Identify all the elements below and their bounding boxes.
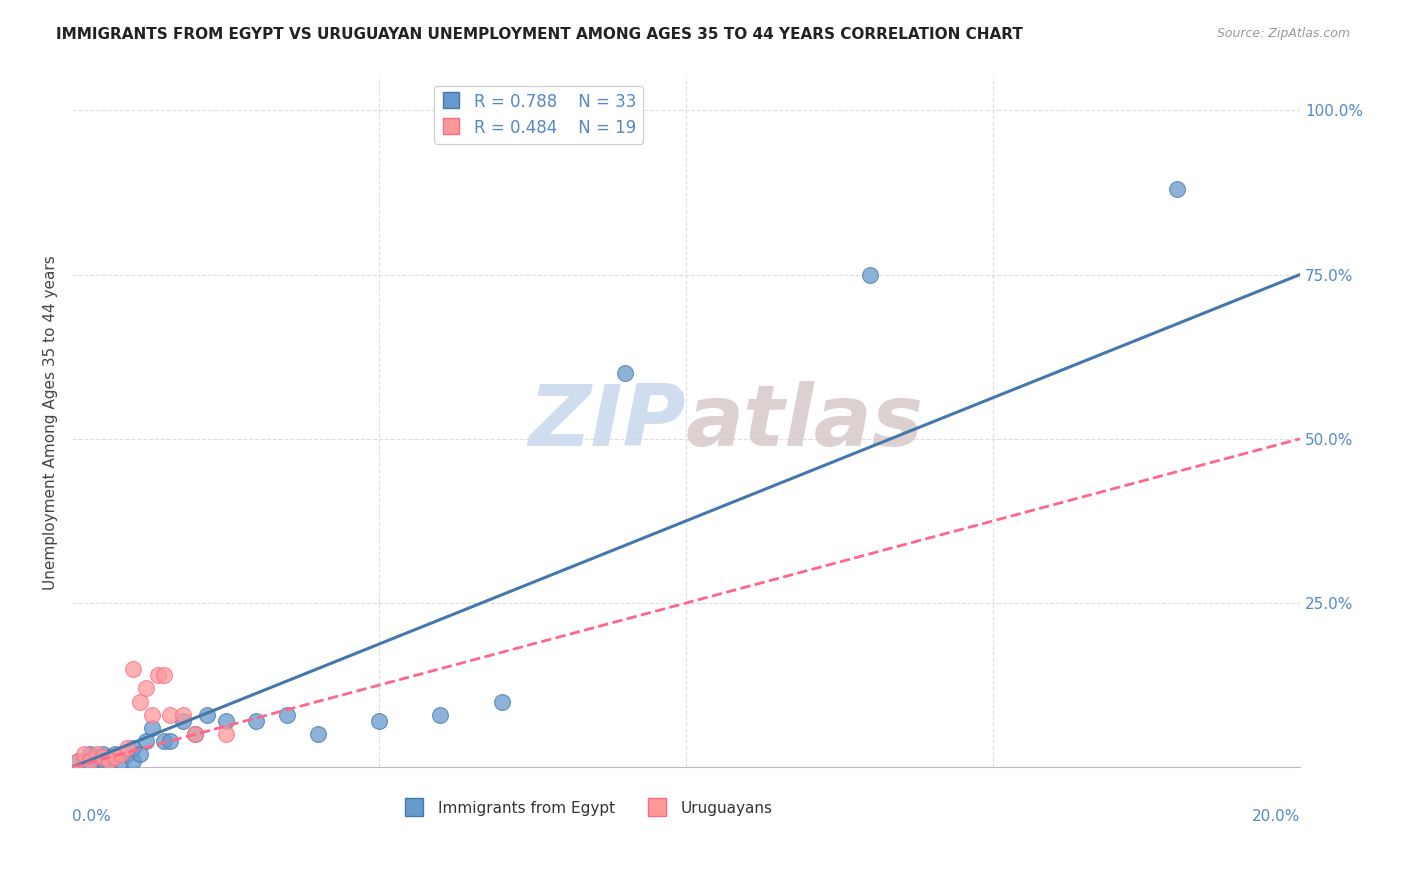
Point	[128, 747, 150, 761]
Point	[79, 754, 101, 768]
Point	[214, 727, 236, 741]
Point	[117, 740, 139, 755]
Point	[122, 662, 145, 676]
Point	[104, 747, 127, 761]
Point	[172, 707, 194, 722]
Point	[245, 714, 267, 729]
Point	[86, 750, 108, 764]
Point	[135, 681, 157, 696]
Point	[110, 747, 132, 761]
Point	[117, 747, 139, 761]
Point	[153, 668, 176, 682]
Point	[104, 750, 127, 764]
Point	[73, 747, 96, 761]
Text: atlas: atlas	[686, 381, 924, 464]
Point	[97, 754, 120, 768]
Point	[86, 747, 108, 761]
Point	[153, 734, 176, 748]
Text: ZIP: ZIP	[529, 381, 686, 464]
Point	[859, 268, 882, 282]
Point	[195, 707, 218, 722]
Point	[67, 754, 90, 768]
Text: IMMIGRANTS FROM EGYPT VS URUGUAYAN UNEMPLOYMENT AMONG AGES 35 TO 44 YEARS CORREL: IMMIGRANTS FROM EGYPT VS URUGUAYAN UNEMP…	[56, 27, 1024, 42]
Text: 0.0%: 0.0%	[72, 809, 111, 823]
Point	[159, 734, 181, 748]
Point	[368, 714, 391, 729]
Point	[97, 754, 120, 768]
Y-axis label: Unemployment Among Ages 35 to 44 years: Unemployment Among Ages 35 to 44 years	[44, 255, 58, 590]
Point	[128, 695, 150, 709]
Point	[122, 754, 145, 768]
Point	[110, 754, 132, 768]
Point	[429, 707, 451, 722]
Point	[172, 714, 194, 729]
Legend: Immigrants from Egypt, Uruguayans: Immigrants from Egypt, Uruguayans	[396, 795, 779, 822]
Point	[122, 740, 145, 755]
Point	[146, 668, 169, 682]
Text: 20.0%: 20.0%	[1251, 809, 1301, 823]
Point	[613, 366, 636, 380]
Point	[97, 750, 120, 764]
Point	[73, 754, 96, 768]
Point	[91, 747, 114, 761]
Point	[91, 754, 114, 768]
Point	[135, 734, 157, 748]
Point	[67, 754, 90, 768]
Point	[184, 727, 207, 741]
Point	[79, 747, 101, 761]
Point	[79, 754, 101, 768]
Point	[184, 727, 207, 741]
Point	[86, 754, 108, 768]
Point	[141, 707, 163, 722]
Point	[491, 695, 513, 709]
Point	[141, 721, 163, 735]
Point	[214, 714, 236, 729]
Point	[1166, 182, 1188, 196]
Point	[276, 707, 298, 722]
Point	[307, 727, 329, 741]
Text: Source: ZipAtlas.com: Source: ZipAtlas.com	[1216, 27, 1350, 40]
Point	[159, 707, 181, 722]
Point	[91, 750, 114, 764]
